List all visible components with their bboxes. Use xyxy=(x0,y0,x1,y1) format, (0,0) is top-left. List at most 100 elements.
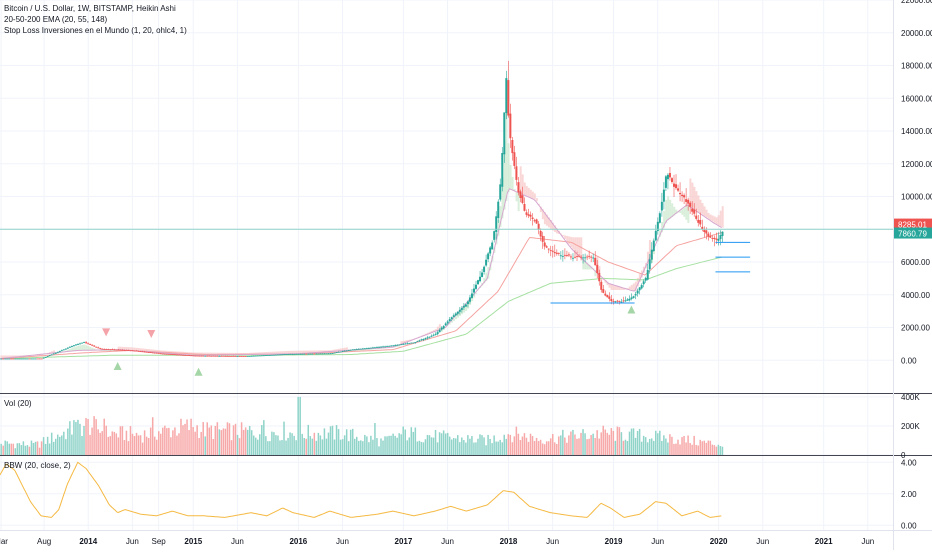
candle-body xyxy=(374,347,376,348)
candle-body xyxy=(429,337,431,338)
volume-bar xyxy=(75,422,77,455)
candle-body xyxy=(491,243,493,250)
candle-body xyxy=(721,232,723,236)
volume-bar xyxy=(204,436,206,455)
volume-bar xyxy=(328,433,330,455)
volume-bar xyxy=(291,433,293,455)
volume-bar xyxy=(380,438,382,455)
volume-bar xyxy=(130,426,132,455)
candle-body xyxy=(166,354,168,355)
time-tick-label: Jun xyxy=(441,537,454,546)
stop-loss-band-segment xyxy=(506,111,508,201)
volume-bar xyxy=(277,436,279,455)
candle-body xyxy=(479,277,481,281)
volume-bar xyxy=(465,443,467,455)
volume-bar xyxy=(572,430,574,455)
candle-body xyxy=(115,350,117,351)
candle-body xyxy=(37,359,39,360)
candle-body xyxy=(281,354,283,355)
volume-bar xyxy=(560,435,562,455)
candle-body xyxy=(154,353,156,354)
candle-body xyxy=(382,346,384,347)
volume-bar xyxy=(67,429,69,455)
volume-bar xyxy=(136,433,138,455)
volume-bar xyxy=(71,435,73,455)
volume-bar xyxy=(322,439,324,455)
bbw-tick-label: 0.00 xyxy=(901,521,917,530)
candle-body xyxy=(691,209,693,212)
volume-bar xyxy=(21,445,23,455)
volume-bar xyxy=(671,437,673,455)
candle-body xyxy=(4,359,6,360)
candle-body xyxy=(645,278,647,281)
candle-body xyxy=(481,273,483,277)
stop-loss-band-segment xyxy=(683,208,685,217)
volume-bar xyxy=(23,441,25,455)
candle-body xyxy=(562,256,564,257)
candle-body xyxy=(251,356,253,357)
volume-bar xyxy=(546,441,548,455)
volume-bar xyxy=(142,443,144,455)
candle-body xyxy=(170,354,172,355)
volume-bar xyxy=(223,428,225,455)
stop-loss-band-segment xyxy=(512,177,514,190)
stop-loss-band-segment xyxy=(130,347,132,350)
volume-bar xyxy=(152,417,154,455)
volume-bar xyxy=(257,440,259,455)
candle-body xyxy=(665,176,667,188)
candle-body xyxy=(493,231,495,240)
candle-body xyxy=(695,216,697,219)
candle-body xyxy=(546,246,548,247)
volume-bar xyxy=(170,437,172,455)
candle-body xyxy=(643,281,645,284)
candle-body xyxy=(544,243,546,247)
price-tick-label: 10000.00 xyxy=(901,193,932,202)
candle-body xyxy=(364,348,366,349)
candle-body xyxy=(659,213,661,222)
volume-bar xyxy=(659,431,661,455)
candle-body xyxy=(208,356,210,357)
candle-body xyxy=(75,345,77,346)
volume-bar xyxy=(493,435,495,455)
volume-bar xyxy=(398,433,400,455)
volume-bar xyxy=(114,432,116,455)
candle-body xyxy=(182,355,184,356)
volume-bar xyxy=(495,442,497,455)
candle-body xyxy=(418,340,420,341)
stop-loss-band-segment xyxy=(681,209,683,215)
candle-body xyxy=(709,236,711,238)
volume-bar xyxy=(269,441,271,455)
volume-bar xyxy=(297,397,299,455)
volume-bar xyxy=(352,429,354,455)
candle-body xyxy=(392,345,394,346)
volume-bar xyxy=(704,441,706,455)
time-tick-label: 2017 xyxy=(395,537,413,546)
candle-body xyxy=(536,219,538,223)
candle-body xyxy=(210,356,212,357)
volume-bar xyxy=(249,426,251,455)
volume-bar xyxy=(45,444,47,455)
volume-bar xyxy=(334,440,336,455)
volume-bar xyxy=(180,419,182,455)
volume-bar xyxy=(2,446,4,455)
volume-bar xyxy=(11,444,13,455)
volume-bar xyxy=(101,431,103,455)
volume-bar xyxy=(619,427,621,455)
candle-body xyxy=(483,267,485,272)
candle-body xyxy=(620,302,622,303)
volume-bar xyxy=(605,430,607,455)
volume-bar xyxy=(384,436,386,455)
candle-body xyxy=(57,352,59,353)
volume-bar xyxy=(17,443,19,455)
stop-loss-band-segment xyxy=(699,200,701,213)
candle-body xyxy=(289,354,291,355)
volume-bar xyxy=(354,439,356,455)
candle-body xyxy=(65,349,67,350)
candle-body xyxy=(625,300,627,301)
volume-bar xyxy=(202,422,204,455)
candle-body xyxy=(180,355,182,356)
volume-bar xyxy=(566,443,568,455)
volume-bar xyxy=(596,430,598,455)
volume-bar xyxy=(0,444,2,455)
